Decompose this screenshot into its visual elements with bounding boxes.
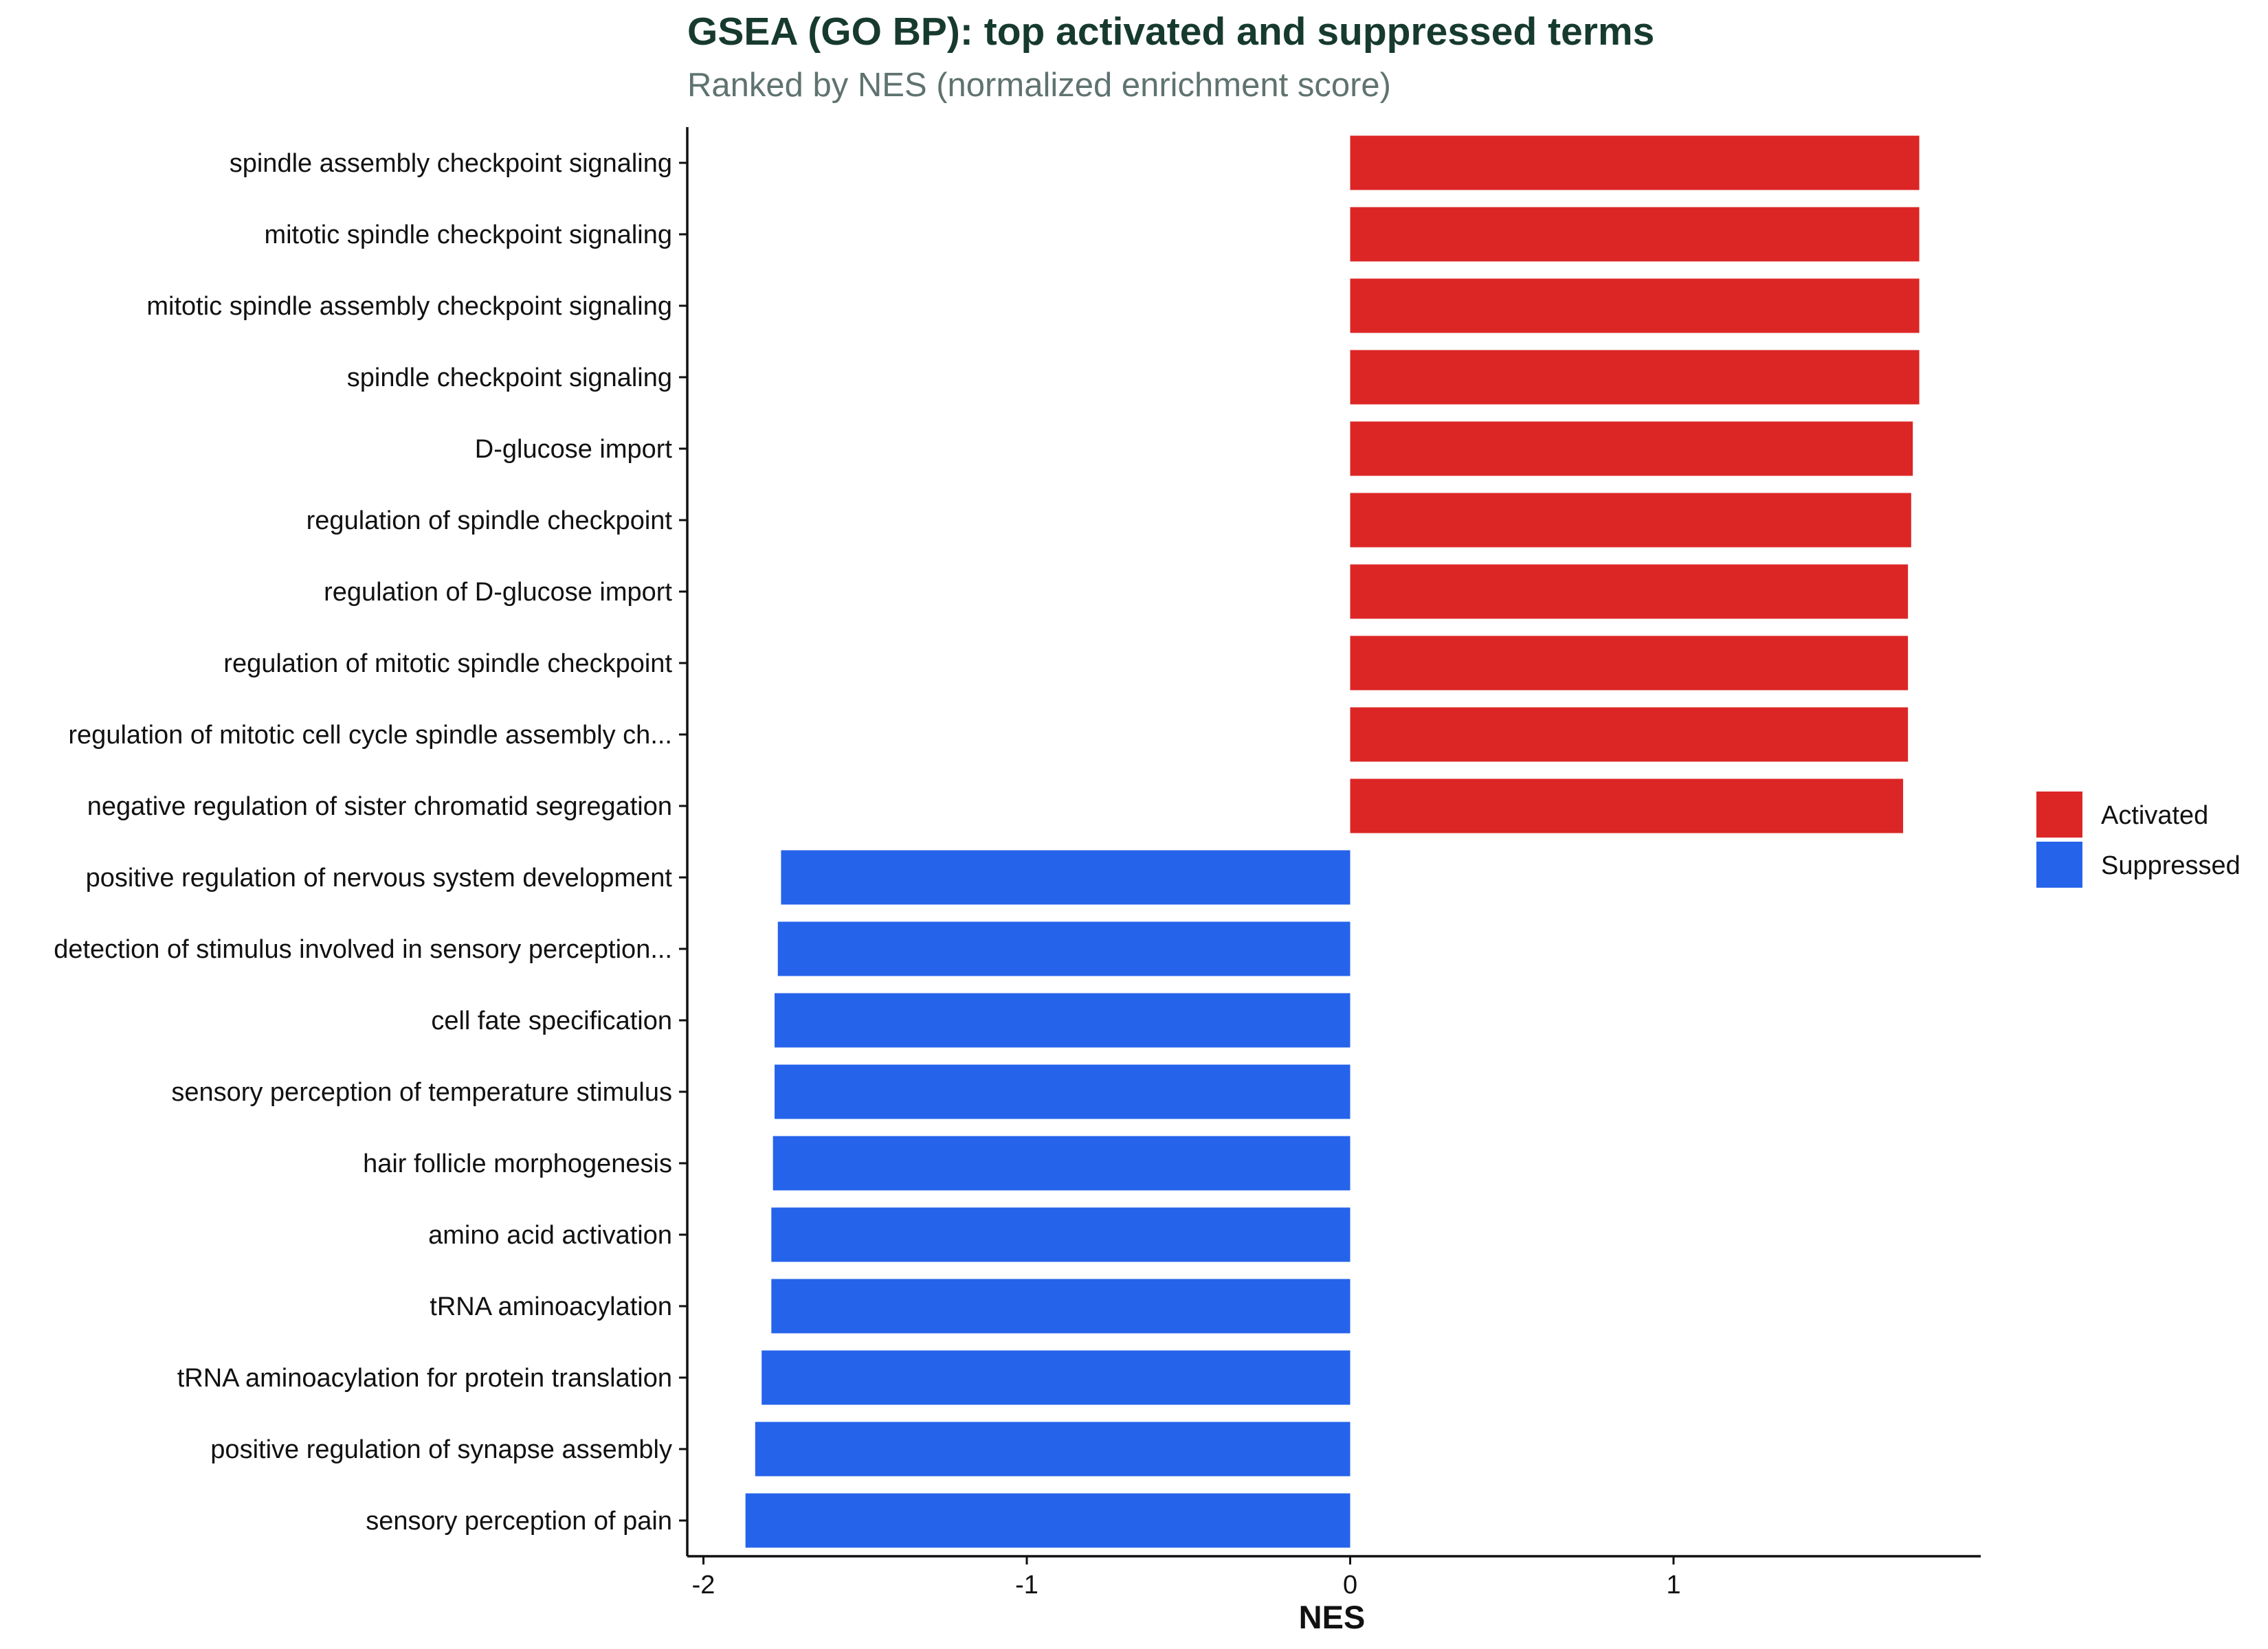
y-axis: spindle assembly checkpoint signaling mit… — [54, 127, 689, 1556]
x-tick-label: -2 — [692, 1571, 715, 1600]
bar-14 — [772, 1136, 1350, 1191]
y-tick-label: sensory perception of temperature stimul… — [171, 1078, 672, 1107]
x-axis-title: NES — [1299, 1599, 1366, 1635]
bars-layer — [745, 135, 1920, 1548]
y-tick-label: hair follicle morphogenesis — [363, 1149, 672, 1178]
bar-6 — [1350, 564, 1909, 619]
y-tick-label: cell fate specification — [431, 1007, 672, 1035]
y-tick-label: positive regulation of nervous system de… — [86, 864, 673, 893]
y-tick-label: amino acid activation — [428, 1221, 672, 1250]
bar-5 — [1350, 493, 1911, 548]
chart-title: GSEA (GO BP): top activated and suppress… — [687, 10, 1654, 54]
y-tick-label: tRNA aminoacylation for protein translat… — [177, 1364, 672, 1393]
y-tick-label: mitotic spindle checkpoint signaling — [264, 221, 672, 249]
bar-18 — [755, 1422, 1350, 1477]
bar-12 — [775, 993, 1350, 1048]
y-tick-label: tRNA aminoacylation — [430, 1292, 672, 1321]
bar-4 — [1350, 421, 1913, 476]
bar-11 — [777, 921, 1350, 976]
legend-label-suppressed: Suppressed — [2101, 851, 2241, 880]
y-tick-label: spindle assembly checkpoint signaling — [230, 149, 672, 178]
y-tick-label: negative regulation of sister chromatid … — [87, 792, 672, 821]
bar-8 — [1350, 707, 1909, 762]
y-tick-label: sensory perception of pain — [366, 1507, 672, 1536]
y-tick-label: detection of stimulus involved in sensor… — [54, 935, 672, 964]
bar-15 — [771, 1207, 1350, 1262]
y-tick-label: regulation of D-glucose import — [324, 578, 672, 607]
legend-swatch-suppressed — [2036, 842, 2082, 888]
x-tick-label: 0 — [1343, 1571, 1357, 1600]
y-tick-label: positive regulation of synapse assembly — [210, 1435, 672, 1464]
bar-13 — [775, 1064, 1350, 1119]
y-tick-label: regulation of mitotic spindle checkpoint — [223, 649, 672, 678]
bar-16 — [771, 1279, 1350, 1334]
y-tick-label: regulation of mitotic cell cycle spindle… — [68, 721, 672, 750]
bar-2 — [1350, 278, 1920, 333]
bar-17 — [761, 1350, 1350, 1405]
bar-9 — [1350, 778, 1904, 833]
bar-7 — [1350, 636, 1909, 691]
chart-subtitle: Ranked by NES (normalized enrichment sco… — [687, 67, 1391, 104]
bar-0 — [1350, 135, 1920, 190]
x-axis: -2 -1 0 1 — [687, 1555, 1981, 1600]
bar-10 — [781, 850, 1350, 905]
y-tick-label: spindle checkpoint signaling — [347, 363, 672, 392]
bar-19 — [745, 1493, 1350, 1548]
bar-1 — [1350, 207, 1920, 262]
y-tick-label: mitotic spindle assembly checkpoint sign… — [146, 292, 672, 321]
y-tick-label: D-glucose import — [475, 435, 673, 464]
y-tick-label: regulation of spindle checkpoint — [307, 506, 673, 535]
legend-swatch-activated — [2036, 792, 2082, 838]
legend-label-activated: Activated — [2101, 801, 2208, 830]
legend: Activated Suppressed — [2036, 792, 2241, 888]
x-tick-label: 1 — [1666, 1571, 1680, 1600]
x-tick-label: -1 — [1015, 1571, 1038, 1600]
bar-3 — [1350, 350, 1920, 405]
